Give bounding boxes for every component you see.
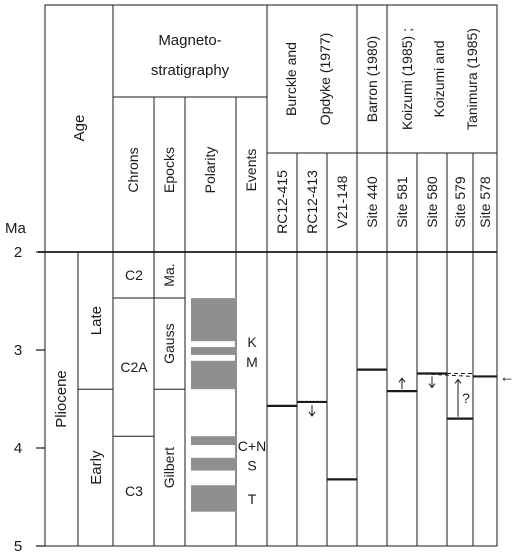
- epock-label: Gauss: [161, 323, 177, 363]
- site-headers: RC12-415 RC12-413 V21-148 Site 440 Site 581 S…: [274, 170, 493, 234]
- correlation-line: ←: [416, 368, 515, 385]
- table-grid: [38, 4, 498, 547]
- burckle-header-line-1: Burckle and: [283, 42, 299, 116]
- site-header-site-578: Site 578: [477, 176, 493, 228]
- event-label: C+N: [238, 438, 266, 454]
- site-header-site-579: Site 579: [452, 176, 468, 228]
- koizumi-header-line-3: Tanimura (1985): [464, 28, 480, 130]
- epocks-header: Epocks: [161, 147, 177, 193]
- events-header: Events: [243, 149, 259, 192]
- koizumi-header-line-2: Koizumi and: [431, 40, 447, 117]
- event-label: S: [247, 458, 256, 474]
- site-header-site-581: Site 581: [394, 176, 410, 228]
- magnetostratigraphy-header-line-2: stratigraphy: [151, 62, 230, 79]
- chrons-header: Chrons: [125, 147, 141, 192]
- axis-tick-label: 2: [14, 244, 22, 261]
- normal-polarity-band: [191, 457, 237, 471]
- site-header-site-440: Site 440: [364, 176, 380, 228]
- normal-polarity-band: [191, 436, 237, 446]
- polarity-header: Polarity: [202, 147, 218, 194]
- site-header-site-580: Site 580: [424, 176, 440, 228]
- arrow-down-icon: [428, 376, 436, 389]
- epock-label: Ma.: [161, 263, 177, 286]
- site-header-v21-148: V21-148: [334, 175, 350, 228]
- header: Age Magneto- stratigraphy Chrons Epocks …: [5, 28, 480, 237]
- epock-label: Gilbert: [161, 447, 177, 488]
- arrow-down-icon: [308, 404, 316, 417]
- epock-cells: Ma. Gauss Gilbert: [154, 263, 185, 488]
- correlation-dashed-line: [416, 373, 474, 377]
- magnetostratigraphy-header-line-1: Magneto-: [158, 32, 221, 49]
- subseries-label: Late: [88, 306, 105, 335]
- chron-label: C3: [125, 483, 143, 499]
- burckle-header-line-2: Opdyke (1977): [317, 33, 333, 126]
- events-column: KM C+N S T: [238, 334, 266, 507]
- ma-label: Ma: [5, 220, 26, 237]
- arrow-up-icon: [398, 377, 406, 390]
- site-header-rc12-415: RC12-415: [274, 170, 290, 234]
- normal-polarity-band: [191, 347, 237, 355]
- arrow-up-icon: [454, 378, 462, 417]
- event-label: K: [247, 334, 257, 350]
- normal-polarity-band: [191, 360, 237, 390]
- chron-cells: C2 C2A C3: [113, 267, 154, 499]
- barron-header: Barron (1980): [364, 36, 380, 122]
- ma-axis: 2 3 4 5: [14, 244, 45, 553]
- age-cells: Pliocene Late Early: [53, 252, 113, 546]
- polarity-column: [191, 298, 237, 512]
- subseries-label: Early: [88, 450, 105, 485]
- axis-tick-label: 4: [14, 440, 22, 457]
- axis-tick-label: 3: [14, 342, 22, 359]
- age-header: Age: [71, 115, 88, 142]
- site-horizons: ?: [267, 368, 497, 481]
- event-label: T: [248, 491, 257, 507]
- normal-polarity-band: [191, 298, 237, 342]
- event-label: M: [246, 354, 258, 370]
- uncertain-label: ?: [462, 390, 470, 406]
- series-label: Pliocene: [53, 370, 70, 428]
- chron-label: C2: [125, 267, 143, 283]
- axis-tick-label: 5: [14, 538, 22, 553]
- chron-label: C2A: [120, 359, 148, 375]
- koizumi-header-line-1: Koizumi (1985) ;: [399, 28, 415, 130]
- normal-polarity-band: [191, 485, 237, 512]
- correlation-arrow-icon: ←: [500, 368, 515, 385]
- site-header-rc12-413: RC12-413: [304, 170, 320, 234]
